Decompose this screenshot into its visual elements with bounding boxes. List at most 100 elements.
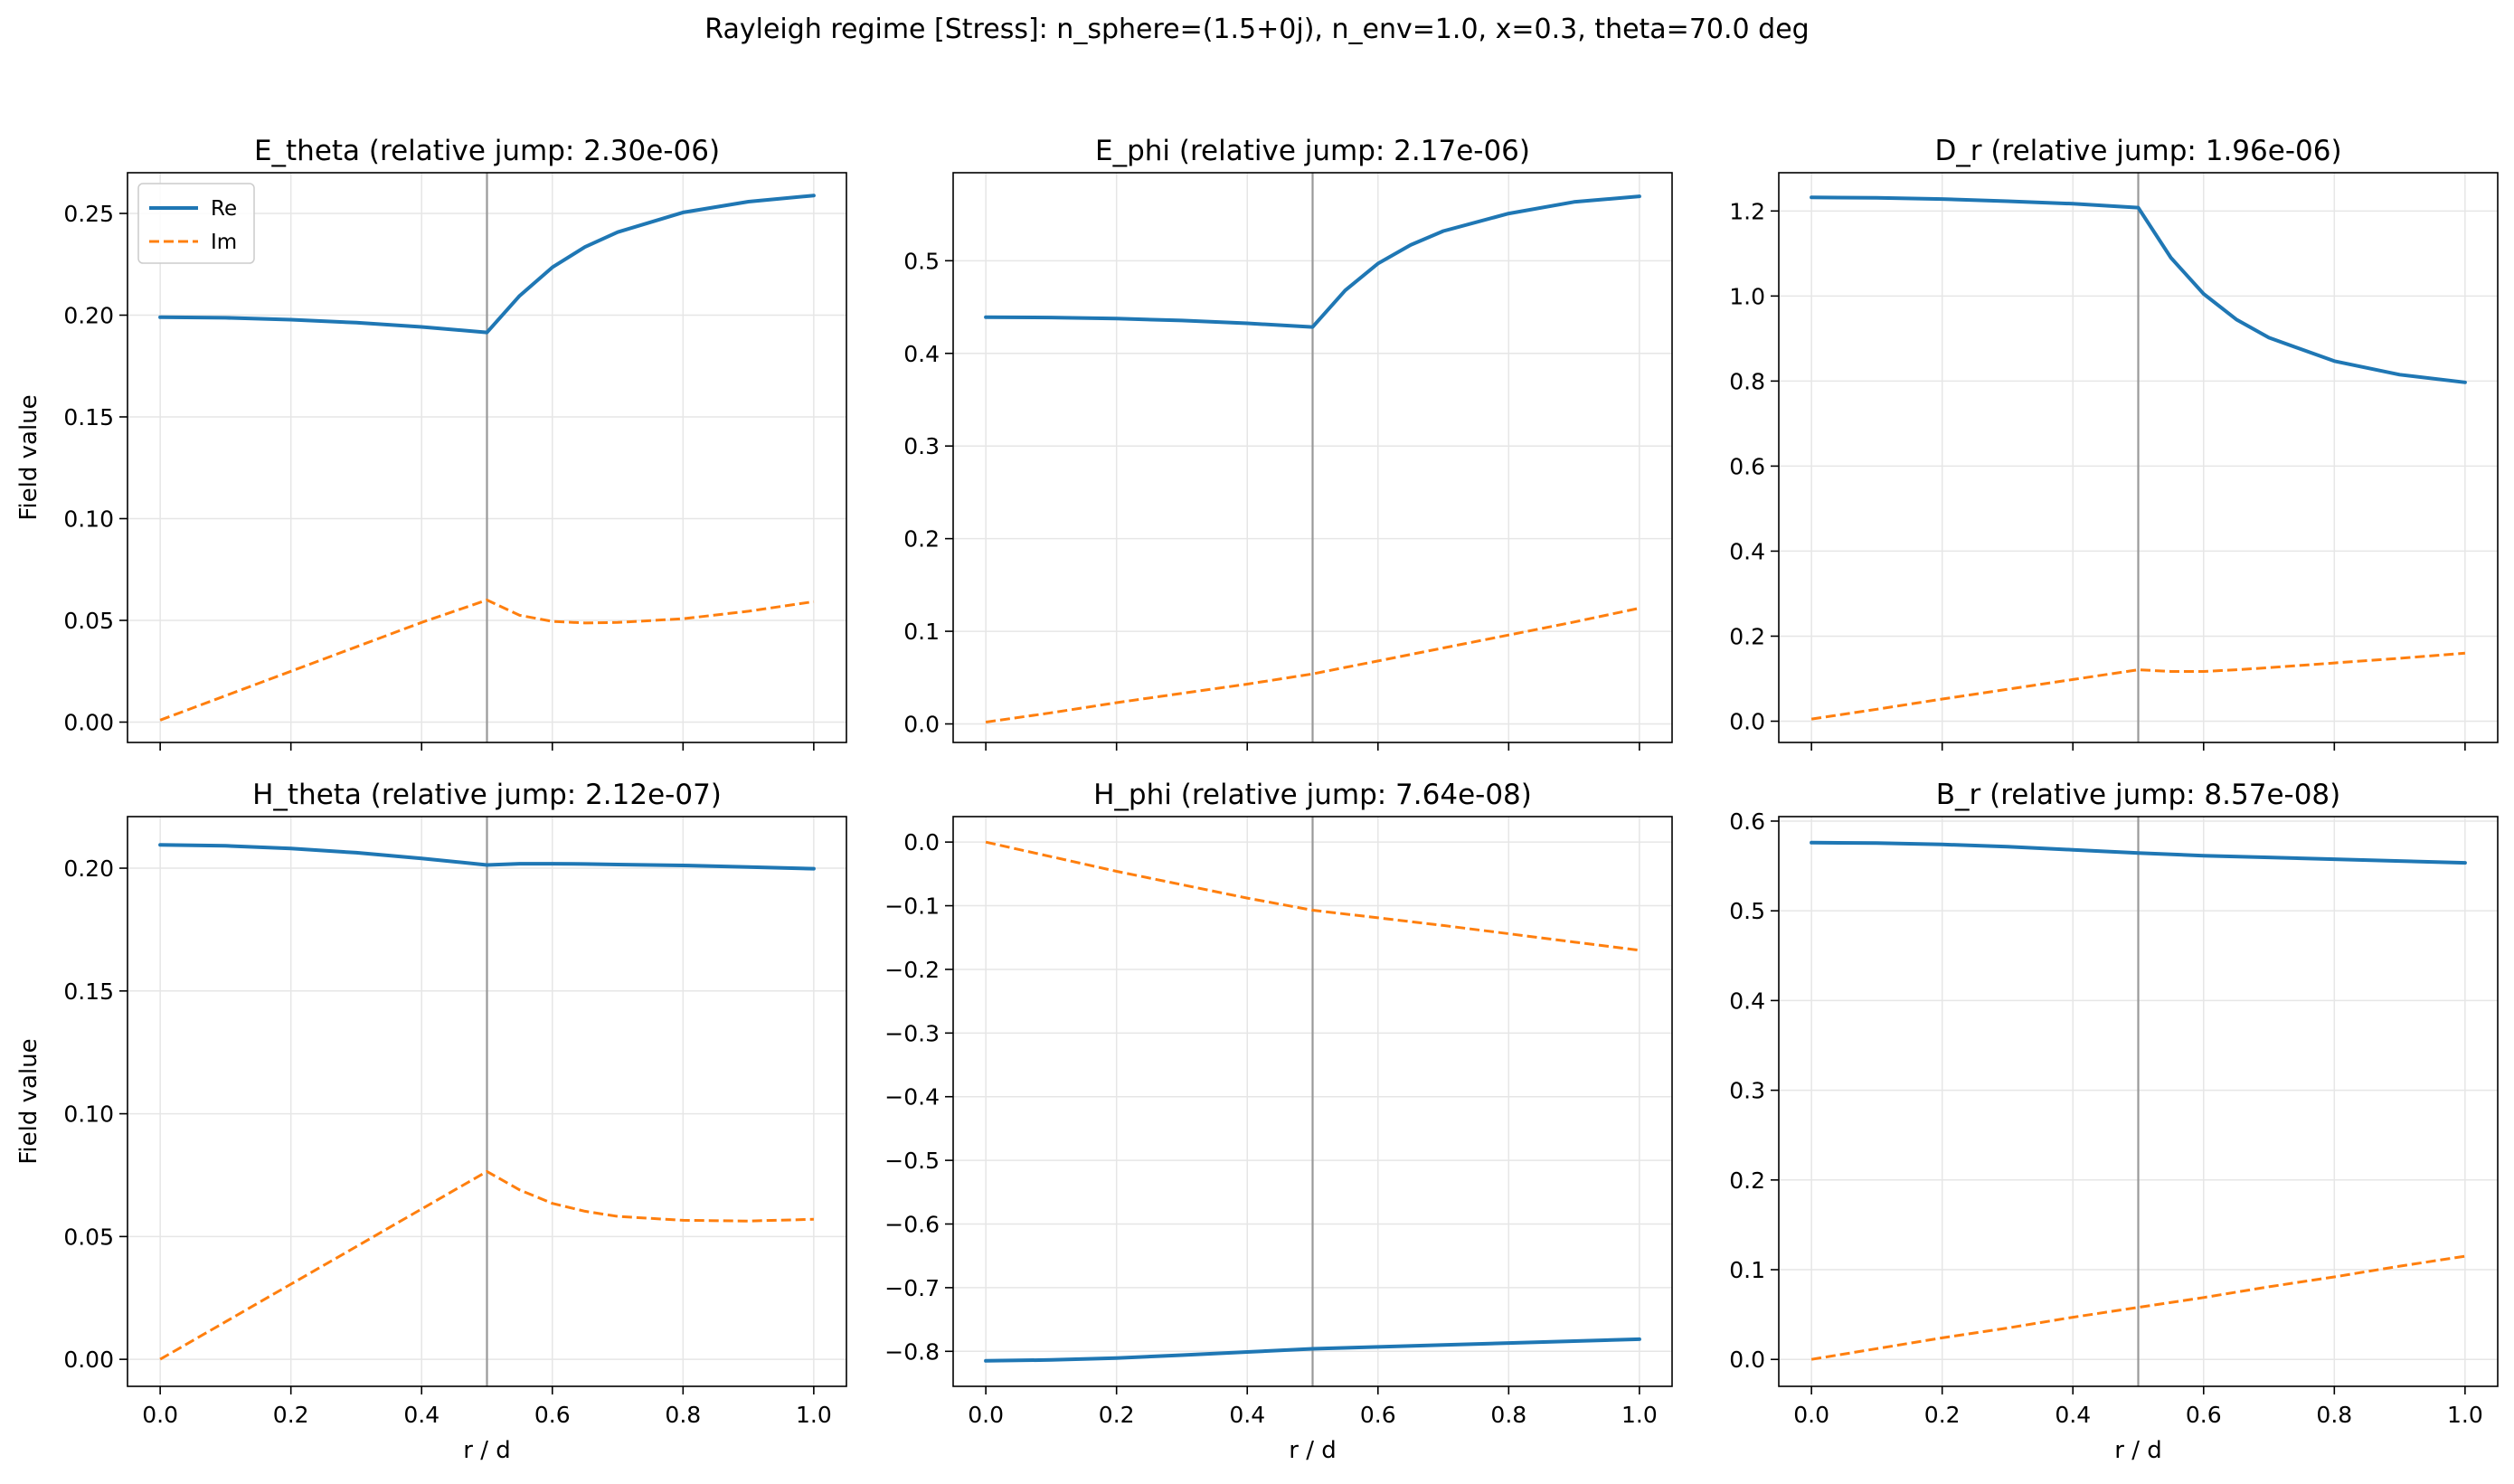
- y-tick-label: 0.20: [63, 855, 114, 882]
- axes-frame: [952, 816, 1673, 1387]
- y-tick-label: 0.4: [1729, 988, 1765, 1014]
- x-tick-label: 0.6: [1360, 1402, 1396, 1428]
- legend-box: [137, 183, 255, 264]
- y-tick-label: 0.0: [1729, 708, 1765, 734]
- y-axis-label: Field value: [15, 1038, 43, 1164]
- y-tick-label: 1.0: [1729, 283, 1765, 309]
- y-tick-label: 0.6: [1729, 453, 1765, 479]
- y-tick-label: 0.4: [903, 341, 940, 367]
- y-tick-label: 0.3: [1729, 1078, 1765, 1104]
- x-tick-label: 0.4: [403, 1402, 439, 1428]
- y-tick-label: 0.15: [63, 978, 114, 1005]
- subplot-title: E_phi (relative jump: 2.17e-06): [1095, 135, 1530, 167]
- series-line-re: [158, 843, 816, 871]
- y-tick-label: −0.8: [884, 1338, 940, 1365]
- x-tick-label: 0.8: [2316, 1402, 2352, 1428]
- legend: Re Im: [137, 183, 255, 264]
- x-axis-label: r / d: [463, 1437, 510, 1464]
- x-tick-label: 0.2: [1099, 1402, 1135, 1428]
- y-tick-label: 0.5: [1729, 898, 1765, 924]
- y-tick-label: 0.00: [63, 710, 114, 736]
- x-tick-label: 0.6: [2186, 1402, 2222, 1428]
- axes-frame: [1778, 172, 2499, 743]
- x-tick-label: 0.0: [142, 1402, 178, 1428]
- axes-frame: [1778, 816, 2499, 1387]
- y-tick-label: 0.05: [63, 608, 114, 634]
- x-tick-label: 0.2: [1924, 1402, 1961, 1428]
- axes-frame: [952, 172, 1673, 743]
- series-line-re: [1810, 840, 2467, 865]
- y-tick-label: −0.1: [884, 893, 940, 920]
- x-tick-label: 0.2: [273, 1402, 309, 1428]
- x-axis-label: r / d: [2114, 1437, 2161, 1464]
- subplot-d-r: 0.0 0.2 0.4 0.6 0.8 1.0 1.2 D_r (relative jump:…: [1729, 135, 2499, 751]
- subplot-h-phi: 0.0 0.2 0.4 0.6 0.8 1.0 0.0 −0.1 −0.2 −0.3 −0.4 −0.…: [884, 779, 1673, 1464]
- y-tick-label: 0.00: [63, 1347, 114, 1373]
- y-tick-label: 0.1: [903, 619, 940, 645]
- y-tick-label: 0.10: [63, 506, 114, 533]
- y-tick-label: 0.5: [903, 248, 940, 274]
- x-tick-label: 1.0: [1621, 1402, 1658, 1428]
- y-tick-label: 0.8: [1729, 368, 1765, 394]
- y-tick-label: 0.2: [1729, 1167, 1765, 1194]
- y-tick-label: 0.0: [903, 712, 940, 738]
- y-tick-label: 0.15: [63, 404, 114, 430]
- y-tick-label: 0.0: [1729, 1347, 1765, 1373]
- subplot-e-theta: 0.00 0.05 0.10 0.15 0.20 0.25 E_theta (relativ…: [15, 135, 847, 751]
- x-tick-label: 0.4: [2055, 1402, 2091, 1428]
- legend-label-im: Im: [211, 231, 237, 254]
- axes-frame: [127, 816, 847, 1387]
- subplot-title: D_r (relative jump: 1.96e-06): [1934, 135, 2341, 167]
- y-tick-label: 0.10: [63, 1101, 114, 1128]
- y-tick-label: −0.3: [884, 1020, 940, 1046]
- y-tick-label: 0.2: [1729, 623, 1765, 649]
- series-line-im: [159, 599, 815, 722]
- series-line-im: [1810, 1254, 2466, 1361]
- subplot-title: H_phi (relative jump: 7.64e-08): [1093, 779, 1532, 811]
- y-tick-label: 0.1: [1729, 1257, 1765, 1283]
- y-tick-label: 1.2: [1729, 198, 1765, 224]
- y-tick-label: −0.7: [884, 1275, 940, 1301]
- y-tick-label: −0.4: [884, 1084, 940, 1111]
- subplot-title: E_theta (relative jump: 2.30e-06): [254, 135, 720, 167]
- y-tick-label: 0.25: [63, 201, 114, 227]
- y-tick-label: −0.6: [884, 1212, 940, 1238]
- subplot-grid: 0.00 0.05 0.10 0.15 0.20 0.25 E_theta (relativ…: [15, 135, 2499, 1464]
- legend-label-re: Re: [211, 197, 237, 221]
- subplot-h-theta: 0.0 0.2 0.4 0.6 0.8 1.0 0.00 0.05 0.10 0.15 0.20 H_…: [15, 779, 847, 1464]
- y-tick-label: 0.3: [903, 433, 940, 459]
- y-tick-label: 0.4: [1729, 538, 1765, 564]
- x-axis-label: r / d: [1289, 1437, 1336, 1464]
- y-tick-label: 0.20: [63, 303, 114, 329]
- y-tick-label: 0.05: [63, 1224, 114, 1250]
- series-line-im: [985, 607, 1640, 723]
- x-tick-label: 1.0: [2447, 1402, 2483, 1428]
- x-tick-label: 1.0: [796, 1402, 832, 1428]
- y-tick-label: 0.6: [1729, 808, 1765, 835]
- series-line-im: [985, 840, 1640, 952]
- x-tick-label: 0.0: [968, 1402, 1004, 1428]
- subplot-title: H_theta (relative jump: 2.12e-07): [252, 779, 722, 811]
- series-line-re: [1810, 195, 2467, 384]
- series-line-im: [159, 1169, 814, 1361]
- figure-suptitle: Rayleigh regime [Stress]: n_sphere=(1.5+…: [704, 14, 1809, 45]
- y-tick-label: −0.5: [884, 1148, 940, 1174]
- axes-frame: [127, 172, 847, 743]
- y-tick-label: −0.2: [884, 957, 940, 983]
- y-axis-label: Field value: [15, 394, 43, 520]
- series-line-re: [984, 1337, 1641, 1363]
- subplot-title: B_r (relative jump: 8.57e-08): [1936, 779, 2341, 811]
- x-tick-label: 0.6: [534, 1402, 571, 1428]
- series-line-im: [1810, 651, 2466, 721]
- series-line-re: [158, 194, 816, 335]
- subplot-b-r: 0.0 0.2 0.4 0.6 0.8 1.0 0.0 0.1 0.2 0.3 0.4 0.5 0.6 B…: [1729, 779, 2499, 1464]
- subplot-e-phi: 0.0 0.1 0.2 0.3 0.4 0.5 E_phi (relative jump: …: [903, 135, 1673, 751]
- y-tick-label: 0.2: [903, 526, 940, 553]
- x-tick-label: 0.4: [1229, 1402, 1265, 1428]
- x-tick-label: 0.8: [1490, 1402, 1526, 1428]
- series-line-re: [984, 194, 1641, 329]
- x-tick-label: 0.0: [1793, 1402, 1829, 1428]
- x-tick-label: 0.8: [665, 1402, 701, 1428]
- y-tick-label: 0.0: [903, 829, 940, 855]
